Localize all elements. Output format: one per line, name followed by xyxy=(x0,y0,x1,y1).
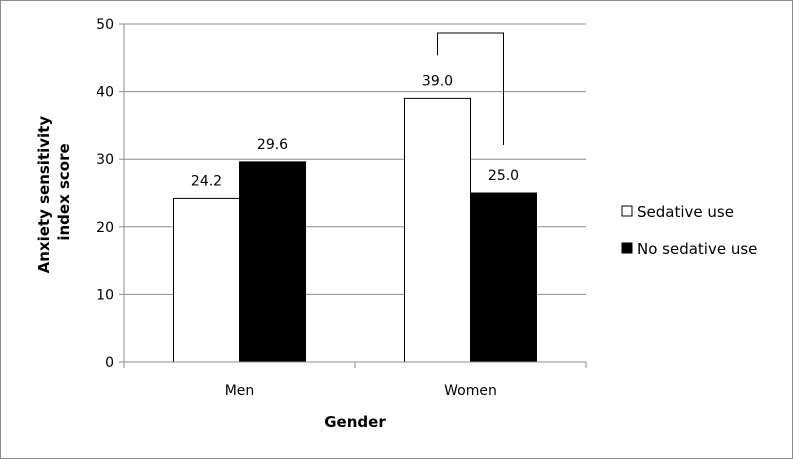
bar-sedative-use-men xyxy=(173,197,240,363)
y-tick-label: 40 xyxy=(96,85,114,101)
y-axis-title: Anxiety sensitivity index score xyxy=(35,111,73,274)
x-tick-label: Men xyxy=(225,383,255,399)
data-labels: 24.2 29.6 39.0 25.0 xyxy=(191,73,519,189)
bars xyxy=(173,97,537,363)
legend-item-sedative-use: Sedative use xyxy=(621,203,734,221)
y-axis-title-line-1: Anxiety sensitivity xyxy=(35,116,53,274)
axes: 0 10 20 30 40 50 Men Women xyxy=(96,17,587,399)
data-label: 39.0 xyxy=(422,73,453,89)
significance-bracket xyxy=(437,32,504,145)
legend-item-no-sedative-use: No sedative use xyxy=(621,240,757,258)
y-axis-title-line-2: index score xyxy=(55,143,73,240)
bar-sedative-use-women xyxy=(404,97,471,363)
y-tick-label: 30 xyxy=(96,152,114,168)
significance-bracket-line xyxy=(437,32,504,145)
y-tick-label: 20 xyxy=(96,220,114,236)
x-axis-title: Gender xyxy=(324,413,386,431)
legend-label-sedative-use: Sedative use xyxy=(637,203,734,221)
legend-label-no-sedative-use: No sedative use xyxy=(637,240,757,258)
legend-swatch-sedative-use xyxy=(621,205,633,217)
data-label: 25.0 xyxy=(488,168,519,184)
y-tick-label: 10 xyxy=(96,287,114,303)
data-label: 24.2 xyxy=(191,173,222,189)
y-tick-label: 0 xyxy=(105,355,114,371)
data-label: 29.6 xyxy=(257,137,288,153)
legend-swatch-no-sedative-use xyxy=(621,242,633,254)
legend: Sedative use No sedative use xyxy=(621,203,757,258)
bar-no-sedative-use-men xyxy=(239,161,306,363)
bar-no-sedative-use-women xyxy=(470,192,537,363)
x-tick-label: Women xyxy=(444,383,497,399)
y-tick-label: 50 xyxy=(96,17,114,33)
